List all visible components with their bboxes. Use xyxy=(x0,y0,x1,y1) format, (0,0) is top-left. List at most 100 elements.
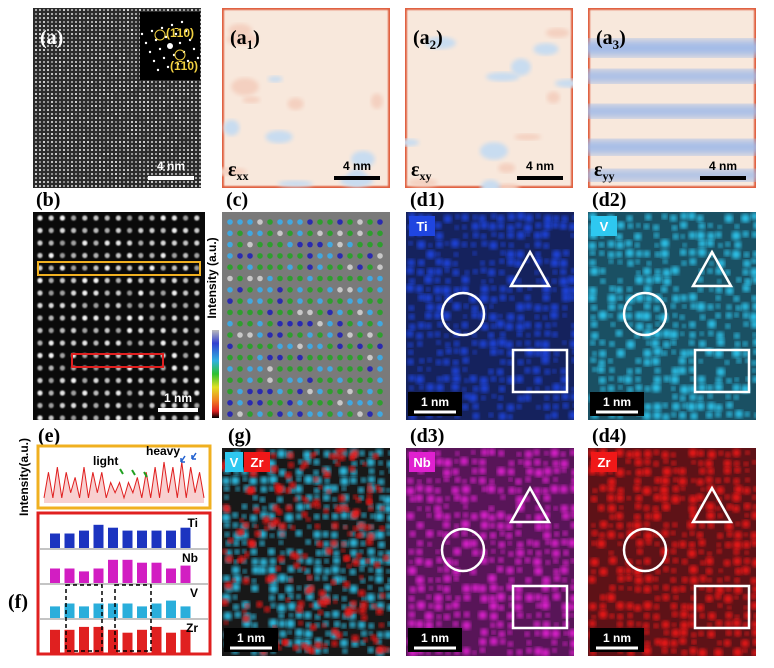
atom xyxy=(146,8,150,12)
atom xyxy=(59,415,65,420)
map-blob xyxy=(645,213,652,221)
atom xyxy=(142,140,146,144)
atom xyxy=(34,104,38,108)
map-blob xyxy=(408,374,416,382)
atom xyxy=(190,84,194,88)
atom-column xyxy=(257,400,263,406)
atom xyxy=(70,52,74,56)
bar xyxy=(122,559,133,583)
map-blob xyxy=(453,348,460,354)
atom-column xyxy=(367,354,373,361)
atom xyxy=(158,104,162,108)
atom xyxy=(50,32,54,36)
atom xyxy=(142,108,146,112)
atom xyxy=(174,84,178,88)
atom xyxy=(110,48,114,52)
map-blob xyxy=(734,224,740,229)
atom xyxy=(74,152,78,156)
map-blob xyxy=(671,611,678,618)
map-blob xyxy=(489,304,494,309)
map-blob xyxy=(699,331,704,336)
map-blob xyxy=(259,540,265,547)
atom xyxy=(38,100,42,104)
atom xyxy=(198,172,201,176)
map-blob xyxy=(435,252,441,257)
atom xyxy=(122,128,126,132)
atom xyxy=(102,180,106,184)
map-blob xyxy=(343,555,350,562)
atom xyxy=(42,88,46,92)
map-blob xyxy=(707,630,716,639)
atom xyxy=(50,184,54,188)
atom xyxy=(71,215,77,221)
atom xyxy=(98,76,102,80)
atom xyxy=(118,76,122,80)
atom xyxy=(74,76,78,80)
map-blob xyxy=(321,467,327,473)
atom xyxy=(183,265,189,271)
atom xyxy=(110,124,114,128)
element-tag: V xyxy=(600,219,609,234)
map-blob xyxy=(606,493,615,502)
map-blob xyxy=(600,278,606,284)
atom xyxy=(194,184,198,188)
map-blob xyxy=(689,647,697,655)
atom xyxy=(66,116,70,120)
atom xyxy=(162,172,166,176)
atom xyxy=(54,48,58,52)
map-blob xyxy=(426,268,435,276)
atom xyxy=(122,120,126,124)
bar xyxy=(93,524,104,548)
atom xyxy=(138,265,144,271)
atom xyxy=(90,68,94,72)
atom xyxy=(38,20,42,24)
map-blob xyxy=(419,384,424,390)
atom xyxy=(34,148,38,152)
atom xyxy=(54,44,58,48)
map-blob xyxy=(445,342,451,348)
atom xyxy=(94,164,98,168)
atom xyxy=(146,180,150,184)
bar xyxy=(79,626,89,653)
map-blob xyxy=(752,302,756,311)
map-blob xyxy=(416,600,426,610)
map-blob xyxy=(542,487,549,495)
strain-blob xyxy=(231,77,259,96)
atom xyxy=(174,120,178,124)
map-blob xyxy=(526,647,533,654)
atom xyxy=(82,68,86,72)
map-blob xyxy=(724,494,730,500)
map-blob xyxy=(366,458,375,467)
atom-column xyxy=(297,343,303,350)
atom xyxy=(82,227,88,234)
map-blob xyxy=(296,503,305,512)
map-blob xyxy=(514,585,523,594)
atom xyxy=(127,402,133,409)
atom xyxy=(118,36,122,40)
map-blob xyxy=(415,494,424,502)
map-blob xyxy=(409,278,415,285)
atom xyxy=(34,52,38,56)
map-blob xyxy=(698,460,704,467)
map-blob xyxy=(387,621,390,627)
map-blob xyxy=(489,278,494,283)
map-blob xyxy=(298,620,304,626)
atom xyxy=(186,128,190,132)
map-blob xyxy=(277,573,287,583)
atom-column xyxy=(377,298,383,304)
fft-spot xyxy=(186,59,190,63)
map-blob xyxy=(295,468,303,476)
atom xyxy=(138,88,142,92)
atom-column xyxy=(307,332,313,338)
atom-column xyxy=(347,320,353,327)
atom xyxy=(194,88,198,92)
atom xyxy=(66,128,70,132)
map-blob xyxy=(331,522,339,530)
map-blob xyxy=(687,212,696,220)
map-blob xyxy=(507,231,515,239)
atom xyxy=(149,402,155,409)
panel xyxy=(406,448,574,656)
atom xyxy=(154,80,158,84)
map-blob xyxy=(626,496,631,501)
map-blob xyxy=(428,243,433,248)
